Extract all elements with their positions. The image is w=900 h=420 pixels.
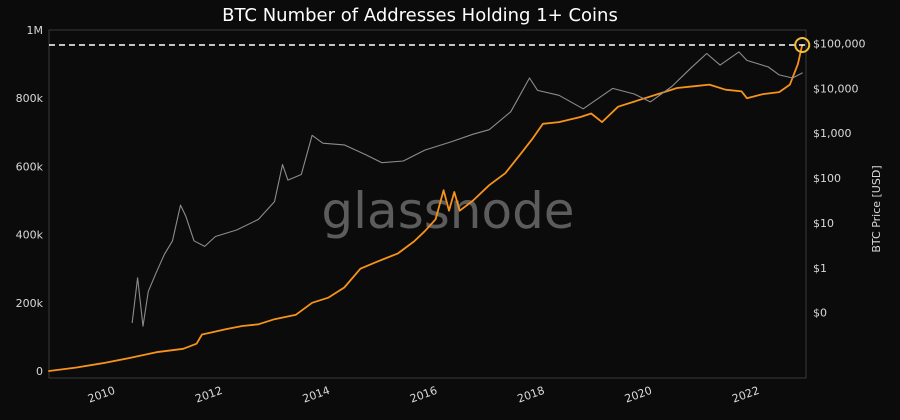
x-tick-label: 2010 — [86, 384, 117, 406]
x-tick-label: 2018 — [516, 384, 547, 406]
x-tick-label: 2016 — [408, 384, 439, 406]
x-tick-label: 2022 — [730, 384, 761, 406]
overlay-layer — [49, 37, 811, 54]
plot-frame — [48, 29, 807, 379]
y-tick-label: 0 — [36, 365, 43, 378]
y2-axis-title: BTC Price [USD] — [870, 165, 883, 252]
y2-tick-label: $1 — [813, 262, 827, 275]
y-tick-label: 400k — [16, 229, 44, 242]
y2-tick-label: $100 — [813, 172, 841, 185]
y2-tick-label: $0 — [813, 307, 827, 320]
y-tick-label: 600k — [16, 160, 44, 173]
addresses-line — [48, 44, 804, 372]
series-layer — [48, 44, 804, 372]
watermark-logo: glassnode — [321, 182, 574, 240]
y-tick-label: 1M — [27, 24, 44, 37]
y2-tick-label: $1,000 — [813, 127, 852, 140]
highlight-circle — [794, 37, 811, 54]
y2-tick-label: $10 — [813, 217, 834, 230]
y2-tick-label: $100,000 — [813, 38, 866, 51]
x-tick-label: 2012 — [193, 384, 224, 406]
x-tick-label: 2014 — [301, 384, 332, 406]
y-tick-label: 200k — [16, 297, 44, 310]
chart-title: BTC Number of Addresses Holding 1+ Coins — [222, 5, 618, 26]
y2-tick-label: $10,000 — [813, 82, 859, 95]
price-line — [131, 51, 803, 327]
y-tick-label: 800k — [16, 92, 44, 105]
x-tick-label: 2020 — [623, 384, 654, 406]
